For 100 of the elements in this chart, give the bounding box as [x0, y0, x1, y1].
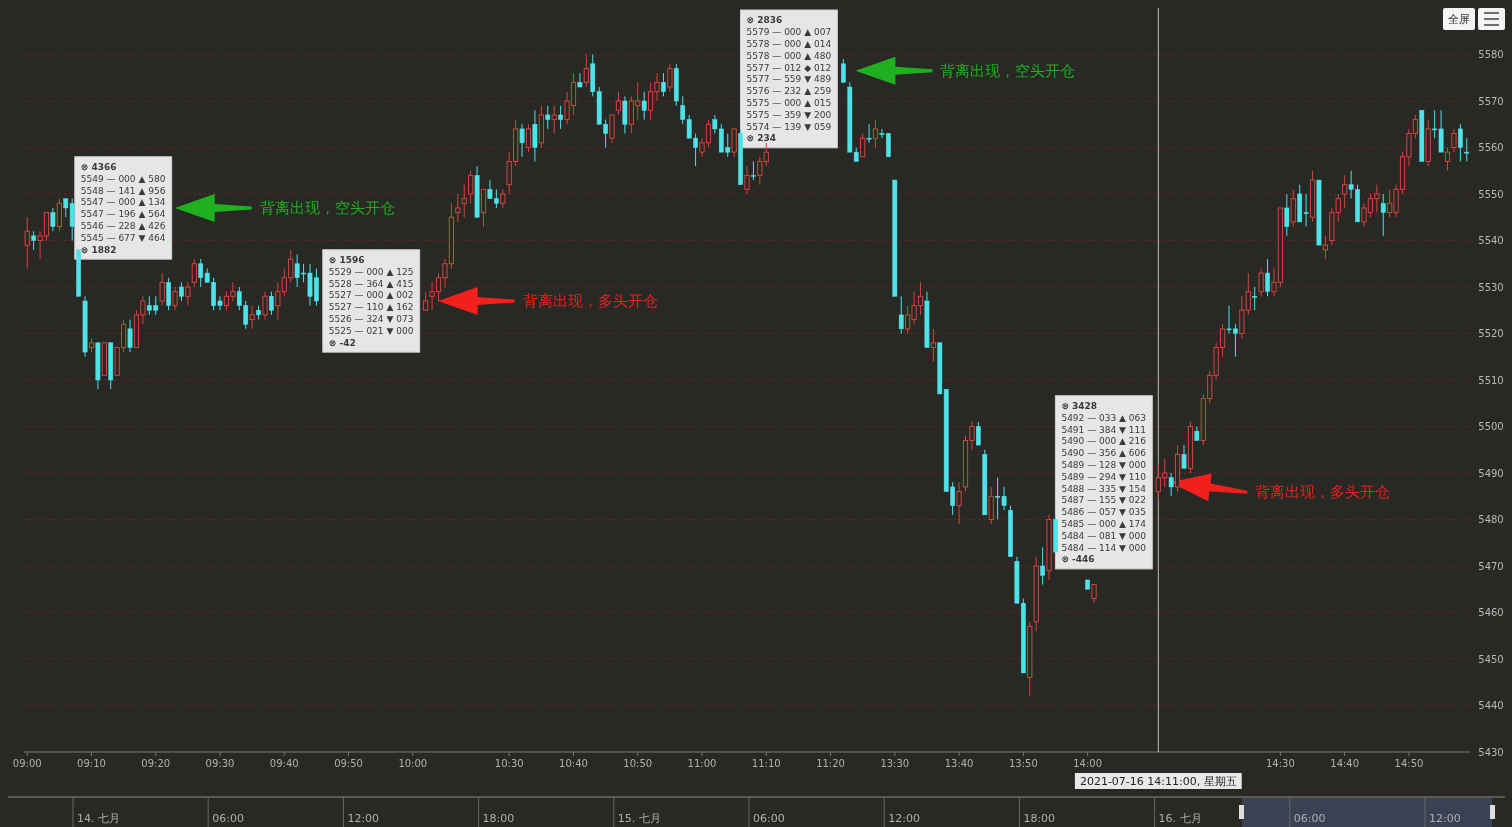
x-tick-label: 10:50	[623, 758, 653, 769]
annotation: 背离出现，多头开仓	[1255, 483, 1391, 502]
y-tick-label: 5560	[1478, 142, 1504, 153]
text: 12:00	[1429, 812, 1461, 825]
text: 06:00	[753, 812, 785, 825]
annotation: 背离出现，空头开仓	[259, 198, 395, 217]
annotation: 全屏	[1448, 13, 1470, 26]
annotation: 背离出现，空头开仓	[940, 61, 1076, 80]
candlestick	[31, 230, 37, 251]
candlestick	[872, 119, 879, 148]
candlestick	[500, 188, 506, 209]
y-tick-label: 5500	[1478, 421, 1504, 432]
text: 06:00	[1293, 812, 1326, 825]
candlestick	[1380, 193, 1386, 237]
text: 12:00	[347, 812, 380, 825]
candlestick	[751, 160, 756, 181]
candlestick	[179, 281, 184, 302]
candlestick	[166, 277, 171, 311]
y-tick-label: 5540	[1478, 235, 1504, 246]
text: 16. 七月	[1158, 812, 1202, 825]
candlestick	[423, 291, 429, 311]
candlestick	[1091, 584, 1097, 604]
candlestick	[455, 193, 461, 223]
candlestick	[172, 286, 178, 311]
candlestick	[860, 133, 866, 158]
y-tick-label: 5580	[1478, 49, 1504, 60]
candlestick	[898, 295, 904, 334]
candlestick	[1284, 193, 1290, 237]
candlestick	[532, 109, 538, 162]
text: 18:00	[1023, 812, 1056, 825]
x-tick-label: 10:40	[559, 758, 588, 769]
candlestick	[249, 305, 255, 330]
candlestick	[583, 54, 589, 88]
x-tick-label: 14:00	[1073, 758, 1103, 769]
y-tick-label: 5550	[1478, 188, 1504, 200]
candlestick	[744, 165, 750, 195]
y-tick-label: 5530	[1478, 281, 1504, 293]
candlestick	[615, 91, 622, 116]
x-tick-label: 09:40	[269, 758, 299, 769]
candlestick	[468, 170, 474, 204]
candlestick	[1265, 258, 1270, 297]
text: 18:00	[482, 812, 515, 825]
candlestick	[558, 105, 563, 130]
candlestick	[1464, 137, 1470, 162]
x-tick-label: 11:00	[687, 758, 717, 769]
x-tick-label: 11:20	[816, 758, 845, 769]
candlestick	[1181, 444, 1187, 469]
y-tick-label: 5490	[1478, 467, 1504, 479]
x-tick-label: 09:00	[12, 758, 42, 769]
candlestick	[24, 216, 30, 269]
candlestick	[480, 188, 487, 228]
text: 12:00	[888, 812, 920, 825]
annotation: ⊗ 1596 5529 — 000 ▲ 125 5528 — 364 ▲ 415 5527 — 000 ▲ 002 5527 — 110 ▲ 162 5526 — 324 ▼ 073 5525 — 021 ▼ 000 ⊗ -42	[328, 255, 414, 348]
x-tick-label: 13:50	[1008, 758, 1038, 769]
candlestick	[609, 114, 615, 144]
candlestick	[988, 486, 994, 525]
y-tick-label: 5510	[1478, 374, 1504, 386]
x-tick-label: 09:10	[77, 758, 106, 769]
y-tick-label: 5570	[1478, 95, 1504, 107]
text: ⊗ 2836 5579 — 000 ▲ 007 5578 — 000 ▲ 014 5578 — 000 ▲ 480 5577 — 012 ◆ 012 5577 — 559 ▼ 489 5576 — 232 ▲ 259 5575 — 000 ▲ 015 5575 — 359 ▼ 200 5574 — 139 ▼ 059 ⊗ 234	[746, 15, 832, 144]
text: 14. 七月	[77, 812, 120, 825]
candlestick	[461, 184, 467, 218]
candlestick	[159, 272, 165, 307]
candlestick	[641, 91, 647, 121]
candlestick	[1290, 188, 1296, 228]
candlestick	[56, 198, 62, 232]
annotation: ⊗ 4366 5549 — 000 ▲ 580 5548 — 141 ▲ 956 5547 — 000 ▲ 134 5547 — 196 ▲ 564 5546 — 228 ▲ 426 5545 — 677 ▼ 464 ⊗ 1882	[80, 162, 166, 255]
x-tick-label: 09:50	[334, 758, 363, 769]
candlestick	[975, 421, 981, 446]
x-tick-label: 11:10	[751, 758, 781, 769]
y-tick-label: 5520	[1478, 328, 1504, 339]
candlestick	[731, 128, 737, 158]
candlestick	[1168, 472, 1174, 497]
candlestick	[1457, 123, 1463, 162]
x-tick-label: 14:40	[1330, 758, 1360, 769]
candlestick	[841, 58, 846, 83]
x-tick-label: 10:30	[494, 758, 524, 769]
candlestick	[866, 123, 872, 144]
y-tick-label: 5480	[1478, 514, 1504, 525]
candlestick	[956, 481, 962, 525]
candlestick	[930, 328, 936, 362]
candlestick	[1342, 174, 1348, 209]
candlestick	[667, 63, 673, 93]
y-tick-label: 5450	[1478, 653, 1504, 665]
text: 2021-07-16 14:11:00, 星期五	[1079, 775, 1237, 788]
candlestick	[185, 281, 191, 307]
candlestick	[1258, 267, 1264, 297]
candlestick	[577, 72, 583, 88]
x-tick-label: 13:30	[880, 758, 910, 769]
candlestick	[622, 95, 628, 135]
x-tick-label: 10:00	[398, 758, 428, 769]
text: ⊗ 3428 5492 — 033 ▲ 063 5491 — 384 ▼ 111 5490 — 000 ▲ 216 5490 — 356 ▲ 606 5489 — 128 ▼ 000 5489 — 294 ▼ 110 5488 — 335 ▼ 154 5487 — 155 ▼ 022 5486 — 057 ▼ 035 5485 — 000 ▲ 174 5484 — 081 ▼ 000 5484 — 114 ▼ 000 ⊗ -446	[1061, 401, 1147, 565]
candlestick	[1252, 286, 1258, 311]
candlestick	[269, 291, 274, 316]
text: 15. 七月	[617, 812, 661, 825]
candlestick	[1040, 546, 1045, 586]
candlestick	[50, 207, 56, 232]
y-tick-label: 5430	[1478, 746, 1504, 758]
candlestick	[525, 123, 532, 153]
candlestick	[1451, 128, 1457, 153]
